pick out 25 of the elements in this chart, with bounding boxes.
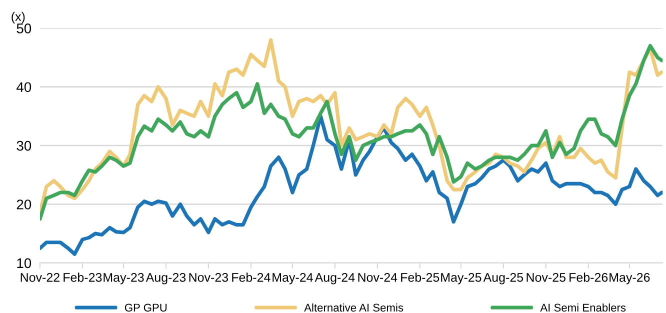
x-tick-label: Nov-24 — [358, 272, 398, 282]
x-tick-label: May-24 — [272, 272, 313, 284]
legend-label: GP GPU — [124, 304, 167, 312]
x-tick-label: Aug-24 — [314, 272, 355, 284]
legend-label: AI Semi Enablers — [540, 303, 626, 312]
x-tick-label: Nov-22 — [20, 272, 60, 282]
y-tick-label: 40 — [16, 82, 32, 92]
line-series — [40, 114, 663, 256]
y-tick-label: 30 — [16, 140, 32, 151]
y-tick-label: 20 — [16, 200, 32, 210]
x-tick-label: May-26 — [610, 272, 650, 284]
y-axis-title: (x) — [12, 12, 25, 24]
legend-label: Alternative AI Semis — [304, 303, 404, 312]
x-tick-label: Feb-25 — [401, 272, 440, 282]
x-tick-label: Feb-23 — [64, 272, 102, 282]
x-tick-label: May-25 — [441, 272, 482, 284]
x-tick-label: Nov-25 — [526, 272, 566, 282]
x-tick-label: Nov-23 — [189, 272, 228, 282]
x-tick-label: Feb-24 — [232, 272, 270, 282]
y-tick-label: 50 — [16, 24, 32, 34]
x-tick-label: May-23 — [104, 272, 144, 284]
y-tick-label: 10 — [17, 258, 32, 268]
x-tick-label: Aug-25 — [483, 272, 524, 284]
x-tick-label: Feb-26 — [570, 272, 608, 282]
x-tick-label: Aug-23 — [146, 272, 186, 284]
